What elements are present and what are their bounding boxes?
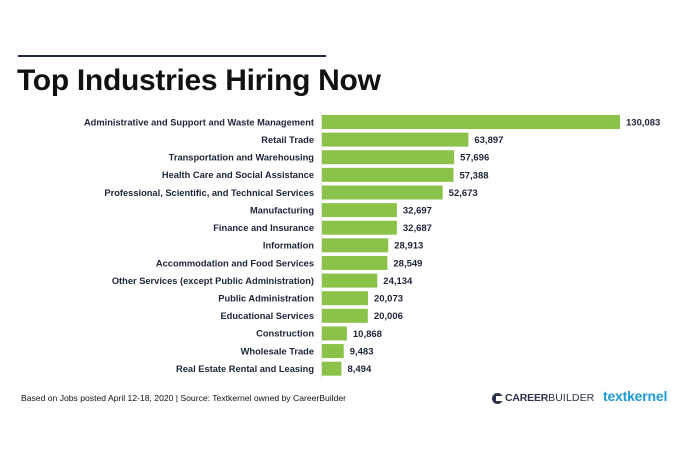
bar xyxy=(322,361,342,376)
value-label: 10,868 xyxy=(353,329,382,340)
category-label: Manufacturing xyxy=(250,205,314,215)
value-label: 20,073 xyxy=(374,294,403,305)
category-label: Real Estate Rental and Leasing xyxy=(176,364,314,374)
category-label: Accommodation and Food Services xyxy=(156,258,314,268)
value-label: 20,006 xyxy=(374,311,403,322)
value-label: 130,083 xyxy=(626,117,660,128)
bar xyxy=(322,308,368,323)
category-label: Transportation and Warehousing xyxy=(169,153,315,163)
textkernel-logo: textkernel xyxy=(603,388,668,404)
category-label: Public Administration xyxy=(218,294,314,304)
category-label: Information xyxy=(263,241,314,251)
careerbuilder-logo-icon xyxy=(492,392,503,404)
source-note: Based on Jobs posted April 12-18, 2020 |… xyxy=(21,393,347,403)
value-label: 28,913 xyxy=(394,241,423,252)
bar xyxy=(322,255,388,270)
bar xyxy=(322,132,469,147)
category-label: Other Services (except Public Administra… xyxy=(112,276,314,286)
title-rule xyxy=(18,55,326,57)
value-label: 8,494 xyxy=(347,364,371,375)
value-label: 57,696 xyxy=(460,153,489,164)
bar xyxy=(322,238,389,253)
category-label: Retail Trade xyxy=(261,135,314,145)
bar xyxy=(322,273,378,288)
bar xyxy=(322,326,347,341)
bar xyxy=(322,344,344,359)
bar xyxy=(322,185,443,200)
careerbuilder-logo-bold: CAREER xyxy=(505,392,549,404)
bar xyxy=(322,203,397,218)
page-title: Top Industries Hiring Now xyxy=(17,64,381,97)
value-label: 32,697 xyxy=(403,206,432,217)
category-label: Health Care and Social Assistance xyxy=(162,170,314,180)
category-label: Professional, Scientific, and Technical … xyxy=(104,188,314,198)
category-label: Administrative and Support and Waste Man… xyxy=(84,117,314,127)
value-label: 57,388 xyxy=(459,170,488,181)
value-label: 9,483 xyxy=(350,346,374,357)
bar xyxy=(322,291,368,306)
bar xyxy=(322,150,455,165)
value-label: 32,687 xyxy=(403,223,432,234)
value-label: 24,134 xyxy=(383,276,413,287)
careerbuilder-logo-light: BUILDER xyxy=(548,392,595,404)
bar xyxy=(322,220,397,235)
category-label: Wholesale Trade xyxy=(241,346,314,356)
value-label: 52,673 xyxy=(449,188,478,199)
category-label: Construction xyxy=(256,329,314,339)
bar xyxy=(322,115,620,129)
value-label: 63,897 xyxy=(474,135,503,146)
value-label: 28,549 xyxy=(393,258,422,269)
category-label: Educational Services xyxy=(220,311,314,321)
category-label: Finance and Insurance xyxy=(213,223,314,233)
careerbuilder-logo: CAREER BUILDER xyxy=(492,391,594,405)
bar xyxy=(322,167,454,182)
